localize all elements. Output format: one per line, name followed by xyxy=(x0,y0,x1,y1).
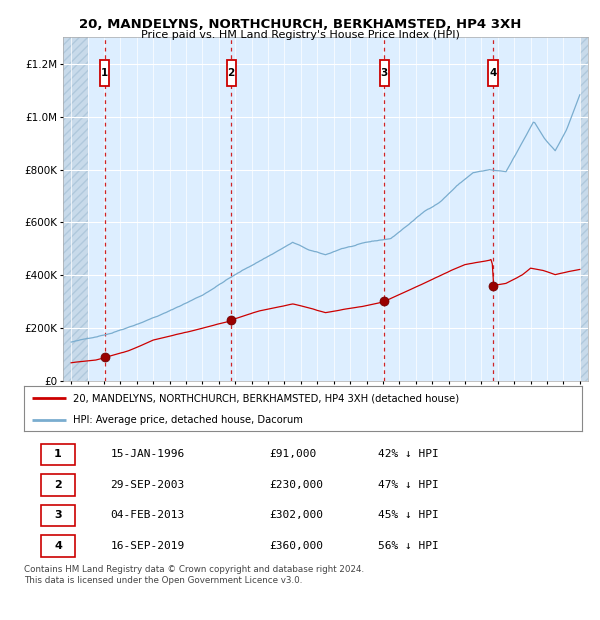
Bar xyxy=(227,60,236,86)
Text: £360,000: £360,000 xyxy=(269,541,323,551)
Text: 3: 3 xyxy=(381,68,388,78)
Bar xyxy=(41,535,76,557)
Text: 2: 2 xyxy=(227,68,235,78)
Text: 45% ↓ HPI: 45% ↓ HPI xyxy=(379,510,439,520)
Text: 04-FEB-2013: 04-FEB-2013 xyxy=(110,510,185,520)
Bar xyxy=(100,60,109,86)
Text: HPI: Average price, detached house, Dacorum: HPI: Average price, detached house, Daco… xyxy=(73,415,303,425)
Text: 2: 2 xyxy=(54,480,62,490)
Bar xyxy=(41,474,76,495)
Text: £230,000: £230,000 xyxy=(269,480,323,490)
Text: 29-SEP-2003: 29-SEP-2003 xyxy=(110,480,185,490)
Text: 16-SEP-2019: 16-SEP-2019 xyxy=(110,541,185,551)
Text: Contains HM Land Registry data © Crown copyright and database right 2024.
This d: Contains HM Land Registry data © Crown c… xyxy=(24,565,364,585)
Text: 42% ↓ HPI: 42% ↓ HPI xyxy=(379,450,439,459)
Text: 4: 4 xyxy=(490,68,497,78)
Text: 47% ↓ HPI: 47% ↓ HPI xyxy=(379,480,439,490)
Text: 20, MANDELYNS, NORTHCHURCH, BERKHAMSTED, HP4 3XH: 20, MANDELYNS, NORTHCHURCH, BERKHAMSTED,… xyxy=(79,18,521,31)
Text: 4: 4 xyxy=(54,541,62,551)
Bar xyxy=(41,443,76,465)
Bar xyxy=(41,505,76,526)
Bar xyxy=(380,60,389,86)
Bar xyxy=(488,60,497,86)
Text: 1: 1 xyxy=(101,68,108,78)
Text: Price paid vs. HM Land Registry's House Price Index (HPI): Price paid vs. HM Land Registry's House … xyxy=(140,30,460,40)
Text: 56% ↓ HPI: 56% ↓ HPI xyxy=(379,541,439,551)
Text: 15-JAN-1996: 15-JAN-1996 xyxy=(110,450,185,459)
Text: 20, MANDELYNS, NORTHCHURCH, BERKHAMSTED, HP4 3XH (detached house): 20, MANDELYNS, NORTHCHURCH, BERKHAMSTED,… xyxy=(73,393,459,404)
Text: £91,000: £91,000 xyxy=(269,450,317,459)
Text: 3: 3 xyxy=(54,510,62,520)
Text: £302,000: £302,000 xyxy=(269,510,323,520)
Text: 1: 1 xyxy=(54,450,62,459)
